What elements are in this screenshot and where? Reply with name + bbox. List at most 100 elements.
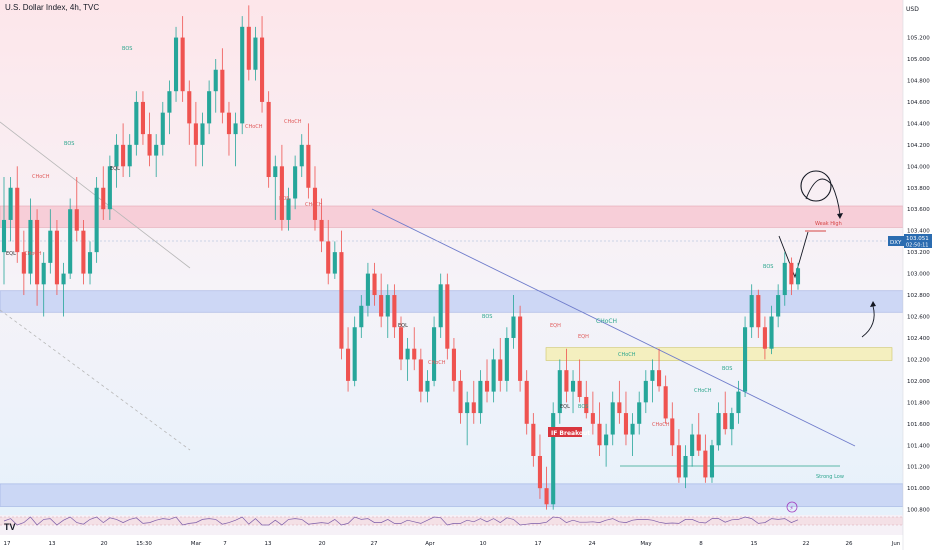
candle-body — [41, 262, 46, 285]
candle-body — [630, 423, 635, 435]
candle-body — [220, 69, 225, 113]
price-tag-price: 103.051 — [906, 236, 929, 242]
label-eqh-1: EQH — [550, 323, 561, 329]
candlestick-series — [1, 5, 801, 510]
candle-body — [425, 380, 430, 392]
candle-body — [511, 316, 516, 338]
candle-body — [127, 144, 132, 167]
candle-body — [716, 413, 721, 446]
y-tick-label: 103.000 — [907, 272, 930, 278]
y-tick-label: 102.600 — [907, 315, 930, 321]
x-tick-label: 17 — [535, 541, 542, 547]
candle-body — [246, 26, 251, 70]
candle-body — [438, 284, 443, 328]
candle-body — [445, 284, 450, 349]
svg-text:⚡: ⚡ — [790, 505, 794, 512]
candle-body — [398, 327, 404, 360]
x-tick-label: 8 — [699, 541, 703, 547]
candle-body — [15, 187, 20, 253]
price-tag-ticker: DXY — [890, 240, 902, 246]
label-choch-6: CHoCH — [428, 360, 446, 366]
candle-body — [769, 316, 774, 349]
candle-body — [147, 134, 152, 156]
x-tick-label: 24 — [589, 541, 596, 547]
if-breakout-label: IF Breakout — [551, 430, 590, 437]
trend-lines — [0, 121, 903, 467]
time-axis-bg — [0, 535, 903, 550]
y-tick-label: 104.000 — [907, 164, 930, 170]
projection-path-right — [861, 305, 875, 338]
candle-body — [54, 230, 59, 285]
x-tick-label: 27 — [371, 541, 378, 547]
candle-body — [643, 380, 648, 403]
candle-body — [233, 123, 238, 135]
candle-body — [193, 123, 198, 145]
label-bos-3: BOS — [279, 196, 289, 202]
projection-arrow-right — [870, 301, 876, 307]
candle-body — [266, 101, 271, 178]
y-tick-label: 104.400 — [907, 121, 930, 127]
candle-body — [253, 37, 258, 70]
candle-body — [432, 327, 437, 381]
alert-icon[interactable] — [786, 501, 798, 513]
candle-body — [676, 445, 681, 478]
label-bos-7: BOS — [763, 264, 773, 270]
candle-body — [140, 101, 146, 135]
candle-body — [570, 380, 576, 392]
if-breakout-badge — [548, 427, 582, 437]
candle-body — [173, 37, 179, 92]
candle-body — [107, 166, 112, 210]
zone-demand-1 — [0, 290, 904, 313]
candle-body — [372, 273, 377, 296]
x-tick-label: 15:30 — [136, 541, 152, 547]
candle-body — [458, 380, 463, 414]
candle-body — [385, 295, 390, 317]
label-choch-4: CHoCH — [284, 119, 302, 125]
label-bos-4: BOS — [482, 314, 492, 320]
x-tick-label: 13 — [265, 541, 272, 547]
candle-body — [240, 26, 245, 124]
label-choch-8: CHoCH — [618, 352, 636, 358]
y-tick-label: 102.000 — [907, 379, 930, 385]
candle-body — [670, 418, 675, 446]
candle-body — [650, 370, 655, 381]
candle-body — [690, 434, 695, 456]
oscillator-pane: ⚡ — [0, 501, 903, 535]
label-eql-4: EQL — [560, 404, 570, 410]
y-tick-label: 102.200 — [907, 357, 930, 363]
candle-body — [200, 123, 205, 145]
candle-body — [557, 370, 562, 414]
candle-body — [339, 252, 344, 349]
y-tick-label: 101.800 — [907, 400, 930, 406]
label-eql: EQL — [6, 251, 16, 257]
candle-body — [696, 434, 701, 451]
candle-body — [154, 144, 159, 156]
candle-body — [782, 262, 787, 296]
y-tick-label: 104.800 — [907, 78, 930, 84]
label-bos-5: BOS — [578, 404, 588, 410]
candle-body — [279, 166, 284, 220]
candle-body — [577, 380, 582, 397]
candle-body — [617, 402, 622, 414]
candle-body — [795, 268, 801, 285]
y-tick-label: 103.400 — [907, 229, 930, 235]
chart-background — [0, 0, 903, 515]
candle-body — [418, 359, 423, 392]
projection-arrow-top — [837, 213, 843, 219]
price-tag-timer: 02:50:11 — [906, 243, 928, 249]
candle-body — [134, 101, 139, 145]
y-tick-label: 101.000 — [907, 486, 930, 492]
candle-body — [743, 327, 748, 392]
candle-body — [663, 386, 668, 419]
candle-body — [656, 370, 662, 387]
candle-body — [28, 219, 33, 274]
candle-body — [729, 413, 734, 430]
label-choch-2: CHoCH — [32, 174, 50, 180]
candle-body — [564, 370, 569, 392]
label-choch-3: CHoCH — [245, 124, 263, 130]
last-price-tag: DXY 103.051 02:50:11 — [888, 234, 932, 249]
y-tick-label: 102.400 — [907, 336, 930, 342]
label-bos-1: BOS — [64, 141, 74, 147]
candle-body — [379, 295, 384, 317]
